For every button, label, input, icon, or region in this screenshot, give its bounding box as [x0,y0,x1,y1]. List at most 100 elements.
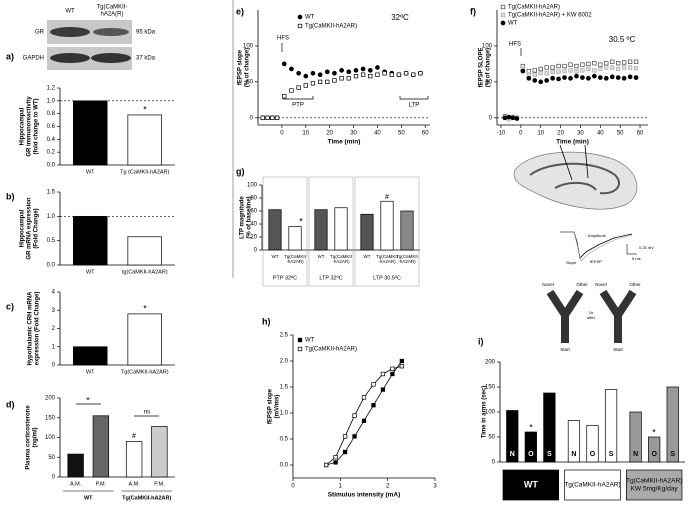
data-point [627,65,633,70]
data-point [324,69,330,75]
series-line [325,365,402,466]
data-point [622,65,627,70]
blot-band [91,53,131,63]
legend-marker [500,12,506,18]
x-tick-label: Tg(CaMKII-hA2AR) [121,369,169,375]
data-point [520,68,526,74]
y-tick-label: 200 [485,360,496,366]
schematic-label: 5 ms [632,256,641,261]
data-point [274,115,280,120]
y-tick-label: 100 [45,435,56,441]
ltp-bracket [399,96,429,100]
data-point [609,74,615,80]
legend-label: Tg(CaMKII-hA2AR) [305,24,357,30]
bar [125,441,143,478]
data-point [360,72,366,77]
data-point [586,61,591,67]
data-point [610,59,615,64]
data-point [568,62,573,67]
data-point [265,115,270,120]
data-point [303,73,309,79]
bar-label: N [510,451,515,458]
bar [400,210,414,251]
x-tick-label: WT [364,254,371,259]
data-point [332,70,337,76]
hippocampus-outline [513,151,638,210]
bar [288,226,302,251]
bar [567,420,581,463]
data-point [598,62,603,67]
y-tick-label: 20 [250,235,257,241]
maze-label: Other [629,282,641,287]
x-tick-label: -hA2AR) [286,259,304,264]
schematic-label: Slope [566,260,577,265]
data-point [361,418,367,423]
x-tick-label: 20 [557,131,564,137]
y-axis-label: (mV/ms) [275,395,281,419]
data-point [556,76,561,82]
y-axis-label: expression (Fold Change) [35,292,41,366]
y-tick-label: 0.5 [47,238,56,244]
data-point [615,75,621,80]
data-point [390,366,395,371]
maze-label: Novel [542,282,554,287]
x-tick-label: Tg(CaMKII [396,254,418,259]
group-box [502,469,560,501]
panel-label: a) [6,51,14,61]
data-point [289,66,294,72]
legend-label: Tg(CaMKII-hA2AR) [508,5,560,11]
bar [314,209,328,251]
y-tick-label: 4 [52,290,56,296]
maze-label: Start [613,347,623,352]
data-point [352,413,357,418]
y-tick-label: 0.2 [47,150,56,156]
x-axis-label: Time (min) [556,139,589,146]
data-point [550,65,555,70]
x-tick-label: -hA2AR) [332,259,350,264]
bar [127,236,162,266]
bar [586,425,599,463]
data-point [282,94,287,99]
y-tick-label: 0.0 [47,263,56,269]
y-tick-label: 100 [243,44,254,50]
legend-marker [297,23,303,29]
western-blot: WT Tg(CaMKII- hA2A(R) GR 95 kDa GAPDH 37… [23,5,156,70]
y-tick-label: 200 [45,396,56,402]
data-point [621,75,627,81]
y-tick-label: 1.2 [47,86,56,92]
data-point [532,78,538,83]
blot-row: GAPDH [23,56,44,62]
y-tick-label: 0 [52,363,56,369]
data-point [562,75,567,80]
data-point [375,72,380,77]
bar [543,392,556,463]
bar [127,114,162,166]
y-axis-label: Hippocampal [20,107,26,145]
y-maze: Novel Other Start Novel Other Start 1h a… [542,282,641,352]
x-tick-label: 40 [374,131,381,137]
bar-label: O [651,451,657,458]
bar [380,200,394,251]
y-tick-label: 2.0 [280,359,289,365]
y-axis-label: Plasma corticosterone [26,405,32,470]
schematic-label: 0.25 mV [639,245,654,250]
hippocampus-schematic: Amplitude Slope fEPSP 0.25 mV 5 ms [513,144,654,265]
bar [648,436,661,463]
x-tick-label: WT [86,369,95,375]
bar [604,389,618,463]
data-point [281,61,287,67]
x-tick-label: Tg(CaMKII [330,254,352,259]
bar [151,426,168,478]
cell-layer [529,162,620,195]
blot-size: 95 kDa [136,30,156,36]
data-point [361,395,367,400]
y-tick-label: 0.6 [47,124,56,130]
y-tick-label: 0 [250,115,254,121]
group-label: Tg(CaMKII-hA2AR) [626,478,682,485]
electrode [584,144,589,179]
x-tick-label: A.M. [128,481,140,487]
group-label: Tg(CaMKII-hA2AR) [122,495,171,501]
y-tick-label: 0 [52,475,56,481]
annotation: HFS [509,42,521,48]
y-axis-label: (% of change) [486,48,492,87]
